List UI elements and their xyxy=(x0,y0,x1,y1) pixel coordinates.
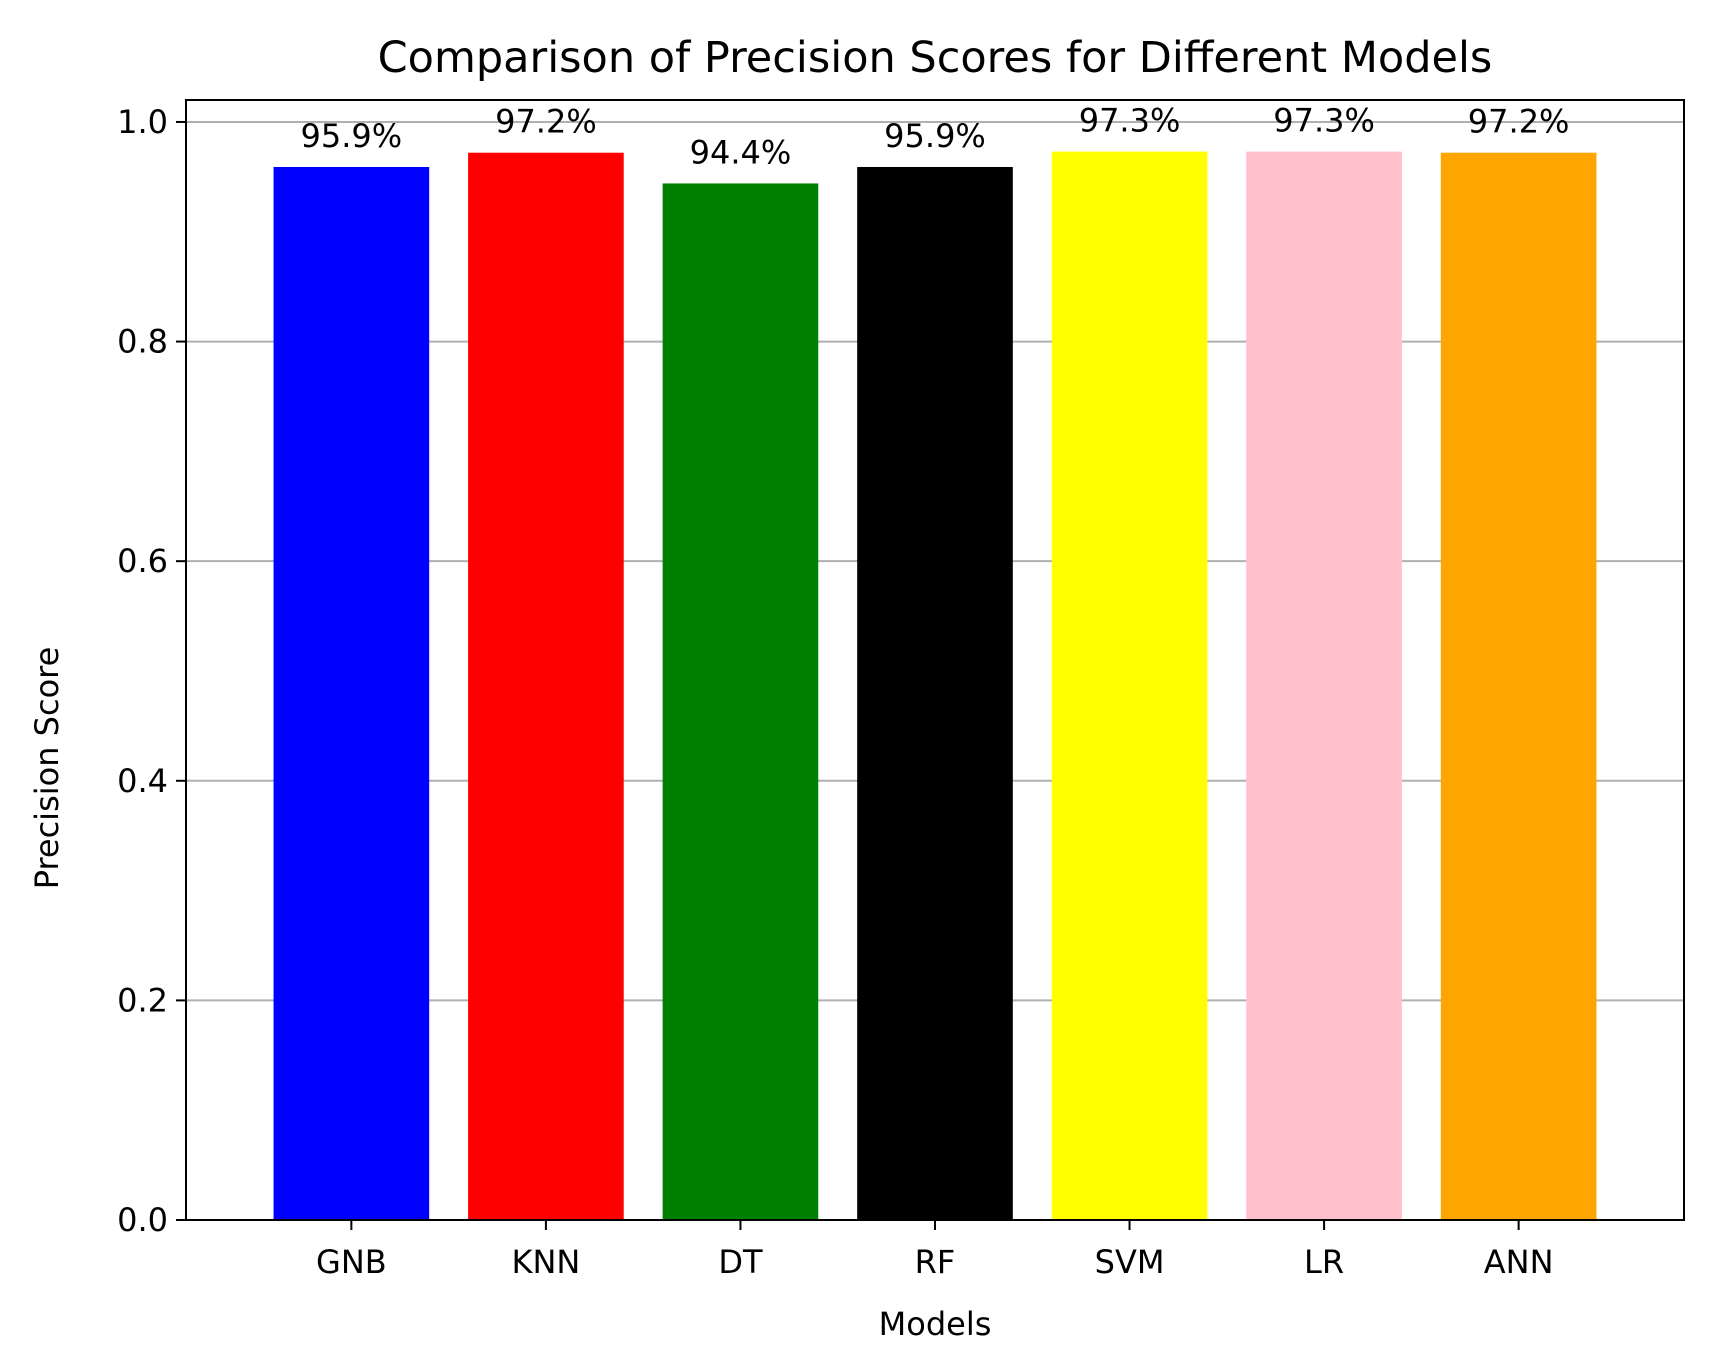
chart-title: Comparison of Precision Scores for Diffe… xyxy=(378,33,1493,83)
data-label-knn: 97.2% xyxy=(495,103,597,141)
bar-dt xyxy=(662,183,819,1221)
x-tick-label-lr: LR xyxy=(1304,1243,1344,1281)
plot-frame xyxy=(185,99,1685,1221)
bar-gnb xyxy=(273,166,430,1221)
x-tick-label-dt: DT xyxy=(718,1243,763,1281)
x-axis-label: Models xyxy=(879,1305,992,1343)
bar-rf xyxy=(857,166,1013,1221)
data-label-lr: 97.3% xyxy=(1273,102,1375,140)
y-tick-label: 0.6 xyxy=(117,542,168,580)
data-label-svm: 97.3% xyxy=(1079,102,1181,140)
y-tick-label: 0.4 xyxy=(117,762,168,800)
y-tick-label: 1.0 xyxy=(117,103,168,141)
x-tick-label-knn: KNN xyxy=(511,1243,580,1281)
data-label-dt: 94.4% xyxy=(690,133,792,171)
axes: 0.0 0.2 0.4 0.6 0.8 1.0 GNB KNN DT RF SVM LR ANN xyxy=(117,99,1685,1281)
y-axis-label: Precision Score xyxy=(28,647,66,890)
y-tick-label: 0.2 xyxy=(117,981,168,1019)
x-tick-label-svm: SVM xyxy=(1095,1243,1165,1281)
y-tick-label: 0.0 xyxy=(117,1201,168,1239)
bar-ann xyxy=(1440,152,1597,1220)
data-label-ann: 97.2% xyxy=(1468,103,1570,141)
x-tick-label-ann: ANN xyxy=(1484,1243,1554,1281)
data-labels: 95.9% 97.2% 94.4% 95.9% 97.3% 97.3% 97.2% xyxy=(301,102,1570,172)
x-tick-label-gnb: GNB xyxy=(316,1243,387,1281)
bar-lr xyxy=(1246,151,1402,1220)
bar-knn xyxy=(468,152,624,1220)
bars xyxy=(273,151,1597,1221)
bar-svm xyxy=(1051,151,1208,1220)
data-label-gnb: 95.9% xyxy=(301,117,403,155)
x-tick-label-rf: RF xyxy=(915,1243,956,1281)
y-tick-label: 0.8 xyxy=(117,323,168,361)
data-label-rf: 95.9% xyxy=(884,117,986,155)
